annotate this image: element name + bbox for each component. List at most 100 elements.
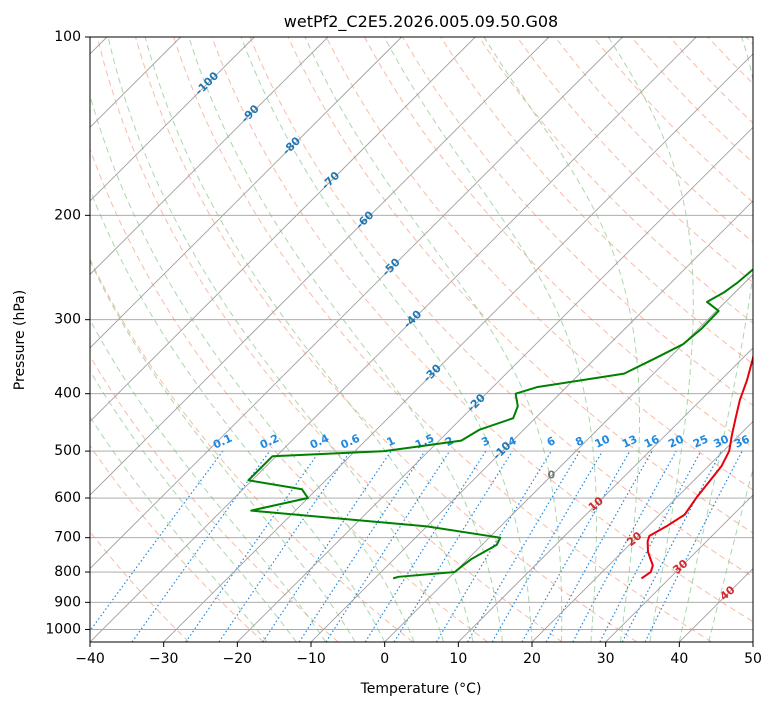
- x-tick-label: 50: [744, 651, 762, 667]
- mixing-ratio-label: 10: [593, 432, 613, 450]
- x-tick-label: 20: [523, 651, 541, 667]
- isotherm-label: -50: [380, 255, 403, 278]
- moist-adiabat: [107, 37, 445, 642]
- y-tick-label: 300: [54, 312, 81, 328]
- moist-adiabat: [90, 188, 386, 642]
- sounding-traces: [247, 268, 753, 580]
- isotherm-label: -70: [319, 169, 342, 192]
- mixing-ratio-line: [185, 450, 321, 642]
- mixing-ratio-line: [364, 450, 487, 642]
- y-tick-label: 200: [54, 207, 81, 223]
- mixing-ratio-label: 1: [385, 434, 397, 449]
- y-tick-label: 700: [54, 530, 81, 546]
- mixing-ratio-label: 0.1: [211, 432, 234, 452]
- isotherm-line: [90, 37, 402, 349]
- x-tick-label: 40: [670, 651, 688, 667]
- moist-adiabat: [483, 37, 641, 642]
- x-tick-label: −40: [75, 651, 105, 667]
- mixing-ratio-label: 20: [666, 432, 686, 450]
- mixing-ratio-line: [599, 450, 702, 642]
- isotherm-line: [310, 200, 753, 642]
- moist-adiabat: [144, 37, 474, 642]
- x-ticks: −40 −30 −20 −10 0 10 20 30 40 50: [75, 642, 762, 667]
- mixing-ratio-label: 8: [573, 434, 585, 449]
- y-axis-label: Pressure (hPa): [12, 290, 28, 390]
- isotherm-label: -100: [193, 69, 222, 98]
- dry-adiabat: [707, 37, 753, 85]
- isotherm-line: [90, 37, 550, 496]
- dry-adiabat: [249, 37, 753, 578]
- dry-adiabat: [90, 355, 339, 642]
- y-tick-label: 600: [54, 490, 81, 506]
- isotherm-line: [605, 494, 753, 642]
- x-tick-label: 0: [380, 651, 389, 667]
- mixing-ratio-label: 25: [691, 433, 710, 451]
- isotherm-label: -60: [353, 208, 376, 231]
- dry-adiabat: [440, 37, 753, 365]
- plot-frame: [89, 36, 754, 643]
- mixing-ratio-label: 0.6: [339, 432, 362, 452]
- dry-adiabat: [592, 37, 753, 203]
- isotherm-label: -40: [401, 307, 424, 330]
- dry-adiabat: [90, 530, 190, 642]
- y-tick-label: 100: [54, 29, 81, 45]
- mixing-ratio-label: 0.2: [258, 432, 281, 452]
- mixing-ratio-label: 6: [545, 434, 558, 449]
- x-axis-label: Temperature (°C): [360, 681, 482, 697]
- dry-adiabat: [96, 37, 563, 642]
- x-tick-label: −20: [223, 651, 253, 667]
- mixing-ratio-line: [325, 450, 451, 642]
- mixing-ratio-line: [262, 450, 392, 642]
- dry-adiabat: [90, 445, 264, 642]
- isotherm-line: [163, 53, 753, 642]
- isotherm-line: [90, 37, 329, 276]
- y-ticks: 100 200 300 400 500 600 700 800 900 1000: [45, 29, 90, 637]
- isotherm-line: [90, 37, 476, 423]
- dry-adiabat: [173, 37, 712, 642]
- isotherm-line: [679, 567, 753, 642]
- isotherm-line: [237, 126, 753, 642]
- dry-adiabat: [478, 37, 753, 324]
- grid-lines: [90, 37, 753, 642]
- dry-adiabat: [211, 37, 753, 623]
- mixing-ratio-line: [644, 450, 743, 642]
- y-tick-label: 1000: [45, 621, 81, 637]
- moist-adiabat: [607, 37, 694, 642]
- mixing-ratio-label: 30: [712, 432, 732, 450]
- mixing-ratio-label: 0.4: [308, 432, 331, 452]
- moist-adiabat: [304, 37, 563, 642]
- x-tick-label: 10: [449, 651, 467, 667]
- y-tick-label: 900: [54, 594, 81, 610]
- dry-adiabat: [90, 258, 414, 642]
- moist-adiabat: [240, 37, 533, 642]
- chart-title: wetPf2_C2E5.2026.005.09.50.G08: [284, 12, 558, 32]
- x-tick-label: −30: [149, 651, 179, 667]
- mixing-ratio-label: 1.5: [413, 432, 436, 452]
- isotherm-line: [384, 273, 753, 642]
- dry-adiabat: [745, 37, 753, 45]
- isotherm-line: [90, 37, 255, 202]
- isotherm-label: -20: [465, 391, 488, 414]
- mixing-ratio-line: [466, 450, 581, 642]
- moist-adiabat: [188, 37, 504, 642]
- mixing-ratio-label: 13: [620, 433, 639, 451]
- moist-adiabat: [90, 370, 297, 642]
- y-tick-label: 500: [54, 443, 81, 459]
- dewpoint-line: [247, 268, 753, 580]
- dry-adiabat: [554, 37, 753, 243]
- moist-adiabat: [90, 259, 356, 642]
- y-tick-label: 400: [54, 386, 81, 402]
- isotherm-line: [752, 641, 753, 642]
- isotherm-line: [90, 37, 623, 570]
- mixing-ratio-line: [521, 450, 631, 642]
- dry-adiabat: [669, 37, 753, 124]
- x-tick-label: −10: [296, 651, 326, 667]
- y-tick-label: 800: [54, 564, 81, 580]
- temperature-line: [640, 353, 753, 580]
- mixing-ratio-line: [572, 450, 677, 642]
- mixing-ratio-label: 36: [732, 432, 752, 450]
- line-labels: -100-90-80-70-60-50-40-30-20-10010203040…: [193, 69, 752, 603]
- mixing-ratio-line: [298, 450, 426, 642]
- x-tick-label: 30: [597, 651, 615, 667]
- moist-adiabat: [678, 37, 753, 642]
